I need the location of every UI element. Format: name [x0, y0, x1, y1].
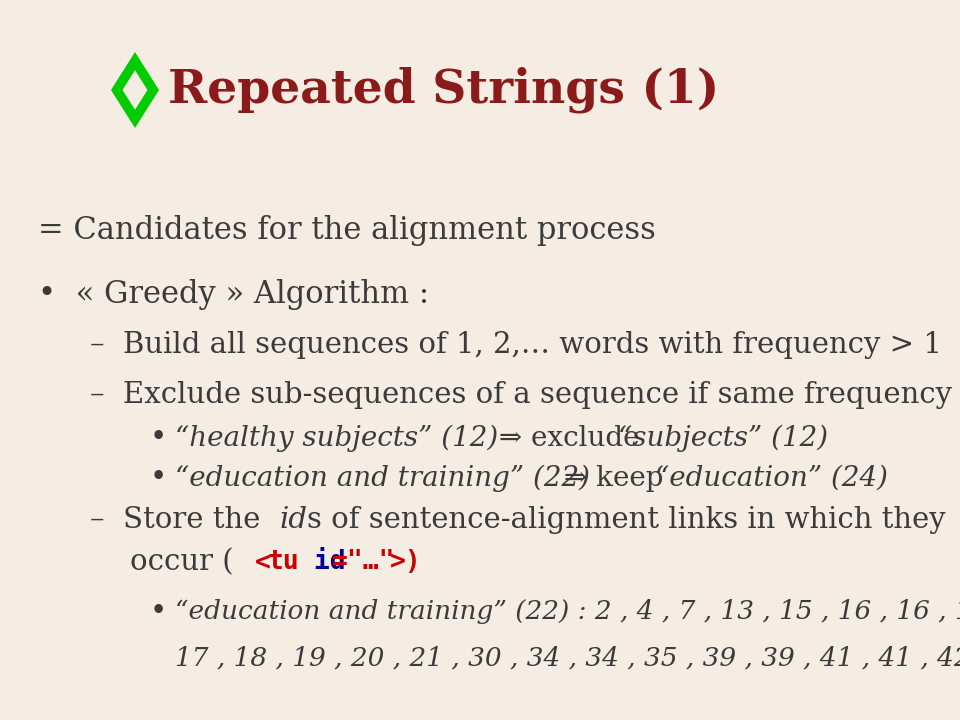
- Text: –  Store the: – Store the: [90, 506, 270, 534]
- Text: occur (: occur (: [130, 548, 233, 576]
- Text: tu: tu: [268, 549, 300, 575]
- Text: •  « Greedy » Algorithm :: • « Greedy » Algorithm :: [38, 279, 429, 310]
- Text: id: id: [298, 549, 346, 575]
- Text: Repeated Strings (1): Repeated Strings (1): [168, 67, 719, 113]
- Text: 17 , 18 , 19 , 20 , 21 , 30 , 34 , 34 , 35 , 39 , 39 , 41 , 41 , 42: 17 , 18 , 19 , 20 , 21 , 30 , 34 , 34 , …: [175, 646, 960, 670]
- Text: >): >): [390, 549, 421, 575]
- Text: = Candidates for the alignment process: = Candidates for the alignment process: [38, 215, 656, 246]
- Text: •: •: [150, 464, 167, 492]
- Text: id: id: [280, 506, 308, 534]
- Text: <: <: [255, 549, 271, 575]
- Text: •: •: [150, 424, 167, 452]
- Text: •: •: [150, 598, 167, 626]
- Text: –  Build all sequences of 1, 2,… words with frequency > 1: – Build all sequences of 1, 2,… words wi…: [90, 331, 942, 359]
- Polygon shape: [123, 71, 148, 109]
- Text: “education and training” (22) : 2 , 4 , 7 , 13 , 15 , 16 , 16 , 17 ,: “education and training” (22) : 2 , 4 , …: [175, 600, 960, 624]
- Text: ="…": ="…": [332, 549, 396, 575]
- Polygon shape: [111, 52, 159, 128]
- Text: “healthy subjects” (12): “healthy subjects” (12): [175, 424, 498, 451]
- Text: –  Exclude sub-sequences of a sequence if same frequency: – Exclude sub-sequences of a sequence if…: [90, 381, 952, 409]
- Text: ⇒ keep: ⇒ keep: [555, 464, 672, 492]
- Text: “subjects” (12): “subjects” (12): [618, 424, 828, 451]
- Text: s of sentence-alignment links in which they: s of sentence-alignment links in which t…: [307, 506, 946, 534]
- Text: “education and training” (22): “education and training” (22): [175, 464, 590, 492]
- Text: ⇒ exclude: ⇒ exclude: [490, 425, 648, 451]
- Text: “education” (24): “education” (24): [655, 464, 888, 492]
